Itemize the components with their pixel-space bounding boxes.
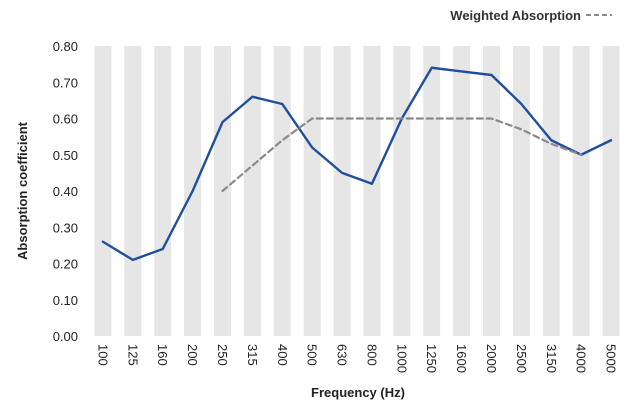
- band-125: [124, 46, 142, 336]
- x-tick-label: 3150: [544, 344, 559, 373]
- y-axis-tick-labels: 0.00 0.10 0.20 0.30 0.40 0.50 0.60 0.70 0.80: [53, 39, 78, 344]
- x-tick-label: 250: [215, 344, 230, 366]
- x-tick-label: 2500: [514, 344, 529, 373]
- x-tick-label: 630: [335, 344, 350, 366]
- band-4000: [572, 46, 590, 336]
- x-tick-label: 1250: [424, 344, 439, 373]
- y-tick-label: 0.10: [53, 293, 78, 308]
- band-3150: [542, 46, 560, 336]
- y-tick-label: 0.30: [53, 220, 78, 235]
- x-tick-label: 125: [125, 344, 140, 366]
- series-weighted-absorption-line: [221, 117, 583, 193]
- x-tick-label: 100: [95, 344, 110, 366]
- x-tick-label: 500: [305, 344, 320, 366]
- x-tick-label: 800: [364, 344, 379, 366]
- x-tick-label: 160: [155, 344, 170, 366]
- band-630: [333, 46, 351, 336]
- legend-label-weighted-absorption: Weighted Absorption: [450, 8, 581, 23]
- band-100: [94, 46, 112, 336]
- y-axis-title: Absorption coefficient: [15, 121, 30, 260]
- series-lines: [101, 66, 613, 262]
- band-315: [243, 46, 261, 336]
- legend: Weighted Absorption: [450, 8, 612, 23]
- y-tick-label: 0.40: [53, 184, 78, 199]
- y-tick-label: 0.70: [53, 75, 78, 90]
- x-tick-label: 2000: [484, 344, 499, 373]
- band-2500: [512, 46, 530, 336]
- y-tick-label: 0.50: [53, 148, 78, 163]
- band-1600: [453, 46, 471, 336]
- x-tick-label: 1000: [394, 344, 409, 373]
- x-tick-label: 5000: [604, 344, 619, 373]
- x-tick-label: 315: [245, 344, 260, 366]
- x-tick-label: 1600: [454, 344, 469, 373]
- band-1250: [423, 46, 441, 336]
- band-400: [273, 46, 291, 336]
- band-500: [303, 46, 321, 336]
- band-160: [154, 46, 172, 336]
- y-tick-label: 0.00: [53, 329, 78, 344]
- band-2000: [483, 46, 500, 336]
- y-tick-label: 0.60: [53, 112, 78, 127]
- x-tick-label: 200: [185, 344, 200, 366]
- y-tick-label: 0.20: [53, 257, 78, 272]
- x-tick-label: 400: [275, 344, 290, 366]
- x-axis-tick-labels: 100 125 160 200 250 315 400 500 630 800 1000 1250 16…: [95, 344, 618, 373]
- x-tick-label: 4000: [574, 344, 589, 373]
- band-800: [363, 46, 381, 336]
- band-1000: [393, 46, 411, 336]
- y-tick-label: 0.80: [53, 39, 78, 54]
- band-5000: [602, 46, 620, 336]
- x-axis-title: Frequency (Hz): [311, 385, 405, 400]
- series-absorption-line: [101, 66, 613, 262]
- background-bands: [94, 46, 620, 336]
